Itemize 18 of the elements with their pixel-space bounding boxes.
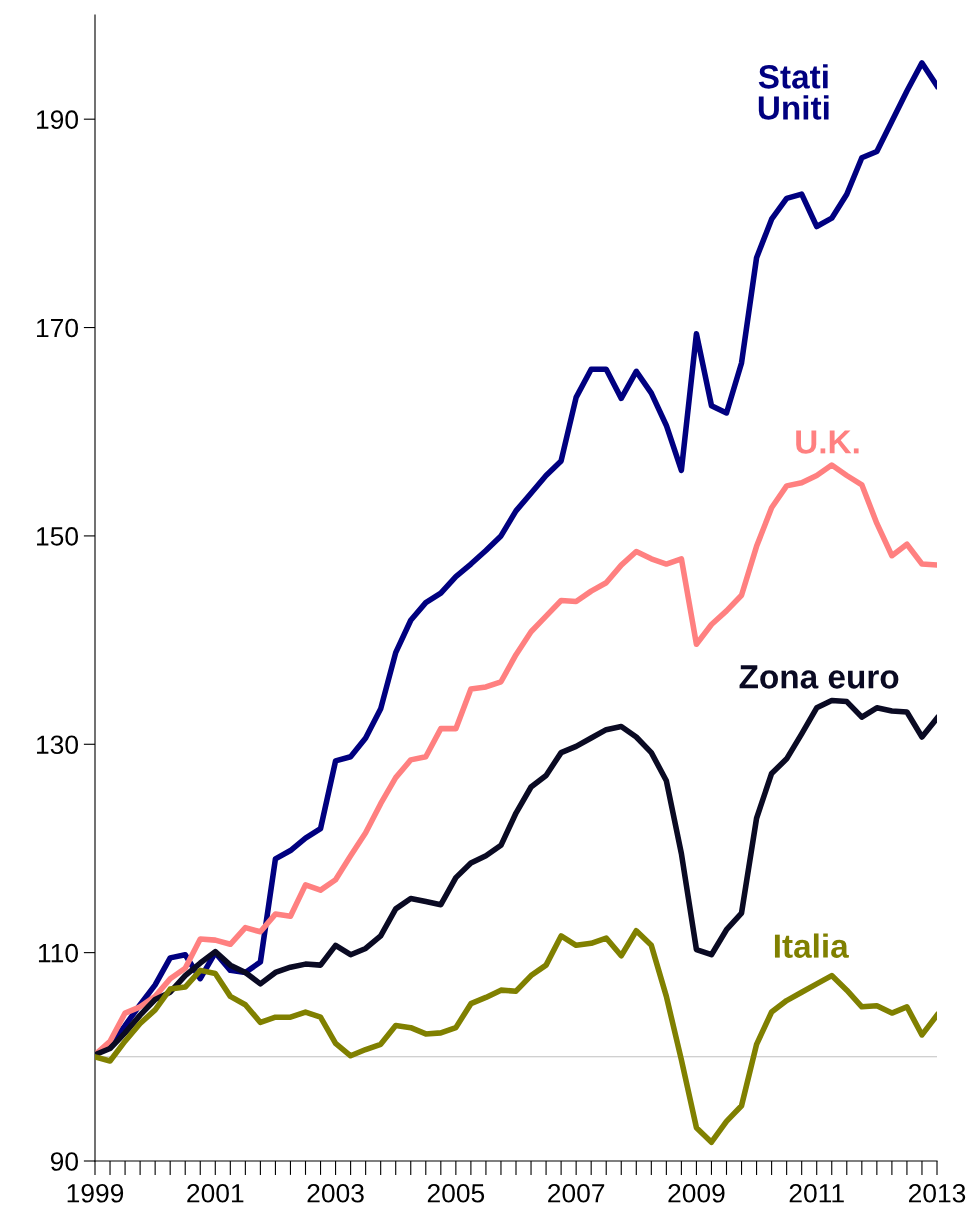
x-tick-label: 2009 (668, 1183, 725, 1203)
series-label: U.K. (796, 430, 859, 454)
x-tick-label: 2007 (548, 1183, 605, 1203)
x-tick-label: 2005 (427, 1183, 485, 1203)
x-tick-label: 2013 (908, 1183, 966, 1203)
series-label: Zona euro (739, 665, 899, 689)
x-tick-label: 2003 (307, 1183, 364, 1203)
y-tick-label: 90 (50, 1152, 78, 1171)
y-tick-label: 110 (38, 943, 78, 963)
y-tick-label: 190 (37, 110, 78, 129)
y-tick-label: 130 (37, 735, 78, 755)
x-tick-label: 1999 (67, 1183, 124, 1203)
y-tick-label: 150 (37, 527, 78, 546)
series-label: Italia (774, 933, 849, 958)
x-tick-label: 2011 (789, 1183, 844, 1203)
y-tick-label: 170 (37, 318, 78, 338)
series-label: Stati Uniti (758, 64, 829, 120)
x-tick-label: 2001 (187, 1183, 244, 1203)
